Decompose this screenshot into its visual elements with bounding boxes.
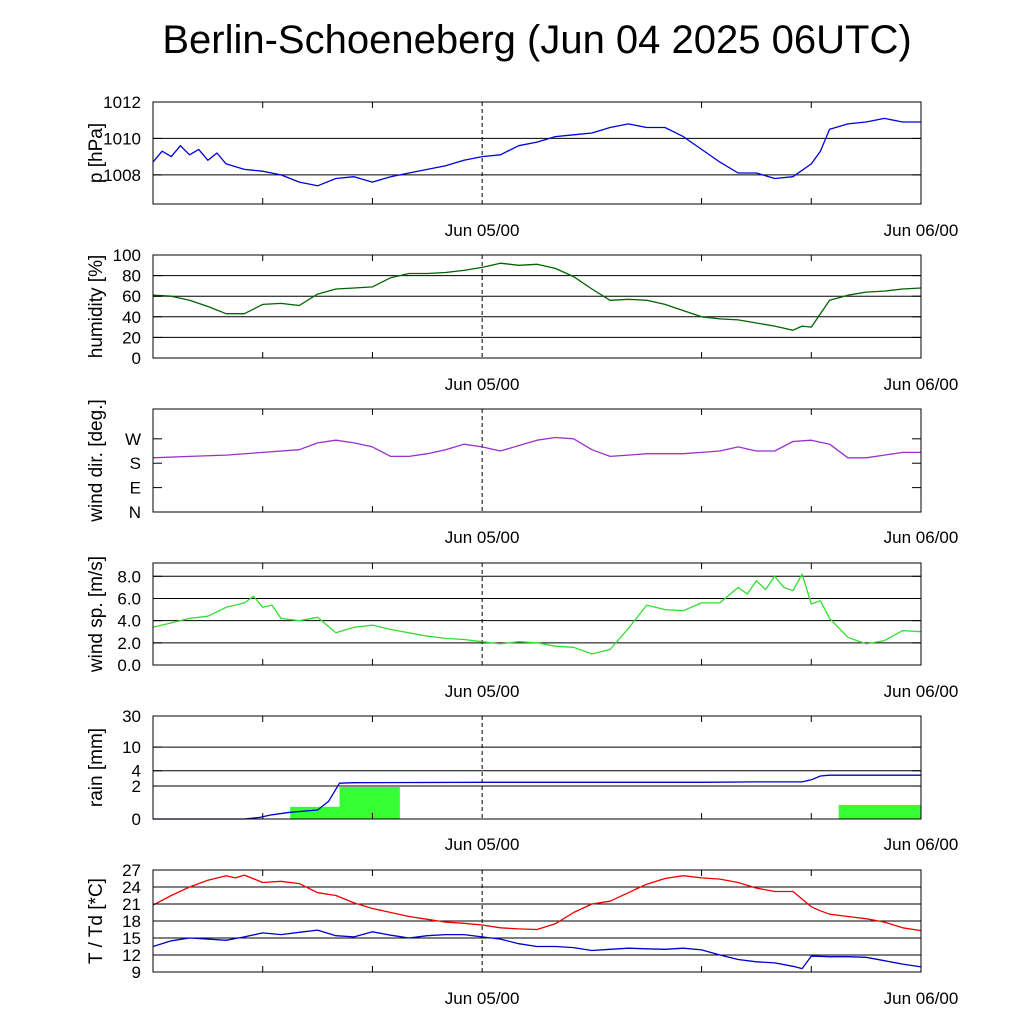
y-tick-label: E <box>130 479 141 498</box>
x-tick-label: Jun 06/00 <box>884 375 959 394</box>
y-tick-label: 40 <box>122 308 141 327</box>
y-tick-label: 6.0 <box>117 589 141 608</box>
x-tick-label: Jun 06/00 <box>884 221 959 240</box>
series-line-rain_cum <box>153 774 921 820</box>
y-tick-label: 9 <box>132 963 141 982</box>
y-tick-label: 100 <box>113 246 141 265</box>
x-tick-label: Jun 06/00 <box>884 528 959 547</box>
panel-frame <box>152 408 922 513</box>
y-tick-label: 4 <box>132 762 141 781</box>
series-line-pressure <box>152 117 921 187</box>
y-tick-label: 1012 <box>103 93 141 112</box>
y-axis-label: T / Td [*C] <box>86 878 107 964</box>
x-tick-label: Jun 06/00 <box>884 682 959 701</box>
panel-frame <box>152 562 922 666</box>
y-tick-label: 0 <box>132 349 141 368</box>
y-tick-label: 60 <box>122 287 141 306</box>
series-line-wind_dir <box>152 436 921 459</box>
series-line-temperature <box>152 874 922 932</box>
y-tick-label: W <box>125 430 141 449</box>
panel-frame <box>152 101 922 205</box>
y-tick-label: 1008 <box>103 166 141 185</box>
series-line-dewpoint <box>152 929 922 970</box>
y-tick-label: 4.0 <box>117 612 141 631</box>
rain-bar <box>838 804 921 819</box>
x-tick-label: Jun 05/00 <box>445 375 520 394</box>
x-tick-label: Jun 05/00 <box>445 682 520 701</box>
y-tick-label: 80 <box>122 267 141 286</box>
y-tick-label: 21 <box>122 895 141 914</box>
y-tick-label: 1010 <box>103 129 141 148</box>
y-tick-label: S <box>130 454 141 473</box>
x-tick-label: Jun 06/00 <box>884 989 959 1008</box>
y-tick-label: 12 <box>122 946 141 965</box>
x-tick-label: Jun 05/00 <box>445 989 520 1008</box>
y-tick-label: 15 <box>122 929 141 948</box>
y-axis-label: p [hPa] <box>86 123 107 183</box>
panel-frame <box>152 715 922 820</box>
x-tick-label: Jun 05/00 <box>445 221 520 240</box>
y-axis-label: humidity [%] <box>86 255 107 358</box>
y-tick-label: N <box>129 503 141 522</box>
y-tick-label: 30 <box>122 707 141 726</box>
y-tick-label: 18 <box>122 912 141 931</box>
y-tick-label: 24 <box>122 878 141 897</box>
y-tick-label: 0.0 <box>117 656 141 675</box>
panel-frame <box>152 254 922 359</box>
y-tick-label: 0 <box>132 810 141 829</box>
panel-wind_speed: 0.0 2.0 4.0 6.0 8.0 Jun 05/00 Jun 06/00 wind sp… <box>86 556 958 701</box>
series-line-humidity <box>152 262 922 331</box>
rain-bar <box>339 787 400 819</box>
y-tick-label: 2 <box>132 777 141 796</box>
y-tick-label: 8.0 <box>117 567 141 586</box>
x-tick-label: Jun 05/00 <box>445 528 520 547</box>
y-tick-label: 2.0 <box>117 634 141 653</box>
series-line-wind_speed <box>152 573 922 655</box>
rain-bar <box>290 806 340 819</box>
y-tick-label: 20 <box>122 328 141 347</box>
y-tick-label: 10 <box>122 738 141 757</box>
panel-pressure: 1008 1010 1012 Jun 05/00 Jun 06/00 p [hPa] <box>86 93 958 240</box>
x-tick-label: Jun 05/00 <box>445 835 520 854</box>
x-tick-label: Jun 06/00 <box>884 835 959 854</box>
y-axis-label: wind dir. [deg.] <box>86 399 107 523</box>
y-axis-label: wind sp. [m/s] <box>86 556 107 673</box>
y-axis-label: rain [mm] <box>86 728 107 807</box>
y-tick-label: 27 <box>122 861 141 880</box>
chart-title: Berlin-Schoeneberg (Jun 04 2025 06UTC) <box>162 18 912 62</box>
panel-rain: 0 24 10 30 Jun 05/00 Jun 06/00 rain [mm] <box>86 707 958 854</box>
